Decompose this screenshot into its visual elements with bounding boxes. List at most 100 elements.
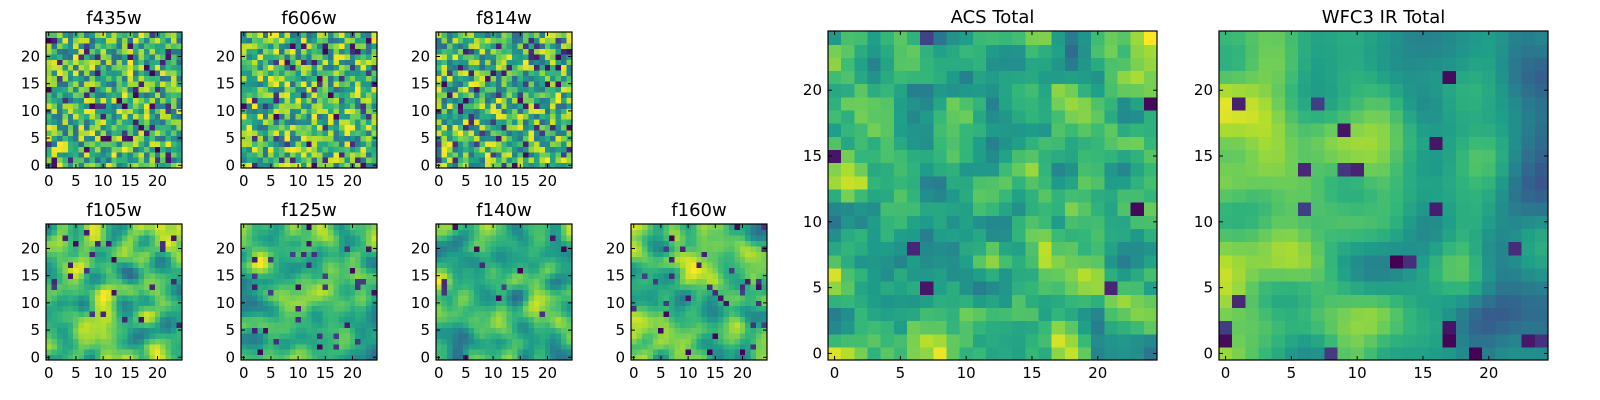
pixel — [441, 135, 448, 142]
pixel — [533, 229, 540, 236]
pixel — [663, 229, 670, 236]
pixel — [338, 102, 345, 109]
pixel — [317, 289, 324, 296]
pixel — [328, 86, 335, 93]
pixel — [295, 311, 302, 318]
pixel — [67, 332, 74, 339]
pixel — [94, 157, 101, 164]
pixel — [457, 289, 464, 296]
pixel — [143, 305, 150, 312]
pixel — [73, 349, 80, 356]
pixel — [46, 240, 53, 247]
pixel — [441, 300, 448, 307]
pixel — [246, 37, 253, 44]
pixel — [490, 53, 497, 60]
pixel — [116, 59, 123, 66]
pixel — [105, 305, 112, 312]
pixel — [371, 48, 378, 55]
pixel — [555, 234, 562, 241]
pixel — [344, 102, 351, 109]
pixel — [999, 188, 1013, 203]
pixel — [100, 316, 107, 323]
pixel — [257, 32, 264, 39]
pixel — [349, 305, 356, 312]
pixel — [1051, 175, 1066, 190]
x-tick-label: 15 — [121, 172, 140, 190]
pixel — [566, 267, 573, 274]
pixel — [523, 64, 530, 71]
pixel — [985, 162, 1000, 177]
pixel — [78, 224, 85, 231]
pixel — [56, 157, 63, 164]
y-tick-label: 20 — [411, 47, 430, 65]
pixel — [100, 289, 107, 296]
pixel — [133, 256, 140, 263]
pixel — [669, 316, 676, 323]
image-3 — [46, 224, 183, 361]
pixel — [51, 349, 58, 356]
pixel — [641, 251, 648, 258]
pixel — [452, 75, 459, 82]
pixel — [366, 300, 373, 307]
pixel — [262, 157, 269, 164]
pixel — [999, 175, 1013, 190]
pixel — [457, 349, 464, 356]
pixel — [251, 86, 258, 93]
pixel — [133, 113, 140, 120]
pixel — [89, 124, 96, 131]
pixel — [539, 321, 546, 328]
pixel — [479, 151, 486, 158]
pixel — [436, 64, 443, 71]
pixel — [495, 32, 502, 39]
pixel — [122, 245, 129, 252]
pixel — [344, 229, 351, 236]
pixel — [674, 224, 681, 231]
pixel — [262, 146, 269, 153]
pixel — [566, 311, 573, 318]
pixel — [311, 245, 318, 252]
pixel — [251, 162, 258, 169]
pixel — [669, 311, 676, 318]
pixel — [512, 151, 519, 158]
pixel — [51, 224, 58, 231]
pixel — [474, 311, 481, 318]
pixel — [506, 140, 513, 147]
pixel — [506, 349, 513, 356]
pixel — [143, 129, 150, 136]
pixel — [933, 307, 948, 322]
pixel — [446, 267, 453, 274]
pixel — [73, 113, 80, 120]
pixel — [165, 102, 172, 109]
pixel — [344, 37, 351, 44]
pixel — [474, 300, 481, 307]
pixel — [490, 256, 497, 263]
pixel — [268, 151, 275, 158]
panel-title: f435w — [86, 8, 141, 29]
pixel — [84, 86, 91, 93]
pixel — [506, 37, 513, 44]
pixel — [707, 251, 714, 258]
pixel — [468, 97, 475, 104]
pixel — [165, 162, 172, 169]
y-tick-label: 5 — [420, 129, 430, 147]
pixel — [246, 338, 253, 345]
pixel — [366, 64, 373, 71]
pixel — [441, 349, 448, 356]
pixel — [105, 332, 112, 339]
pixel — [906, 333, 921, 348]
pixel — [523, 48, 530, 55]
pixel — [501, 311, 508, 318]
pixel — [669, 251, 676, 258]
pixel — [690, 262, 697, 269]
pixel — [750, 229, 757, 236]
pixel — [550, 338, 557, 345]
pixel — [533, 305, 540, 312]
x-tick-label: 0 — [434, 172, 444, 190]
pixel — [122, 240, 129, 247]
pixel — [251, 256, 258, 263]
pixel — [1078, 241, 1092, 256]
pixel — [143, 283, 150, 290]
pixel — [636, 294, 643, 301]
pixel — [550, 146, 557, 153]
pixel — [893, 254, 908, 269]
